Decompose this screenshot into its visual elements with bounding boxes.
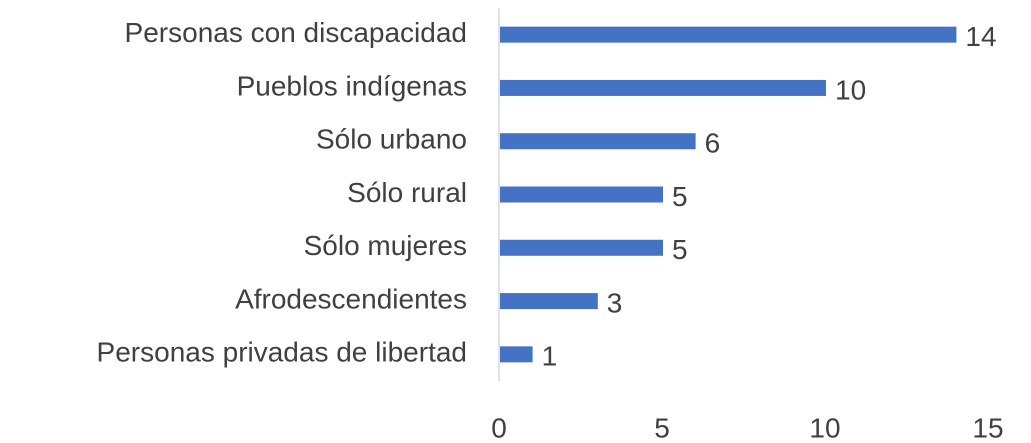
data-label: 14	[965, 21, 996, 52]
data-label: 1	[542, 341, 558, 372]
data-label: 5	[672, 234, 688, 265]
y-tick-label: Afrodescendientes	[235, 283, 467, 314]
y-tick-label: Sólo urbano	[316, 124, 467, 155]
y-tick-label: Sólo mujeres	[304, 230, 467, 261]
bar	[500, 239, 663, 256]
bar	[500, 26, 957, 43]
bar	[500, 133, 696, 150]
data-label: 3	[607, 287, 623, 318]
bar	[500, 293, 598, 310]
x-tick-label: 0	[491, 412, 507, 443]
x-tick-label: 15	[972, 412, 1003, 443]
data-label: 6	[705, 128, 721, 159]
y-tick-label: Pueblos indígenas	[237, 70, 467, 101]
y-tick-label: Sólo rural	[347, 177, 467, 208]
x-tick-label: 10	[809, 412, 840, 443]
y-tick-label: Personas privadas de libertad	[97, 337, 467, 368]
data-label: 5	[672, 181, 688, 212]
bar	[500, 186, 663, 203]
bar	[500, 346, 533, 363]
bar	[500, 79, 826, 96]
x-tick-label: 5	[654, 412, 670, 443]
data-label: 10	[835, 74, 866, 105]
y-tick-label: Personas con discapacidad	[125, 17, 467, 48]
